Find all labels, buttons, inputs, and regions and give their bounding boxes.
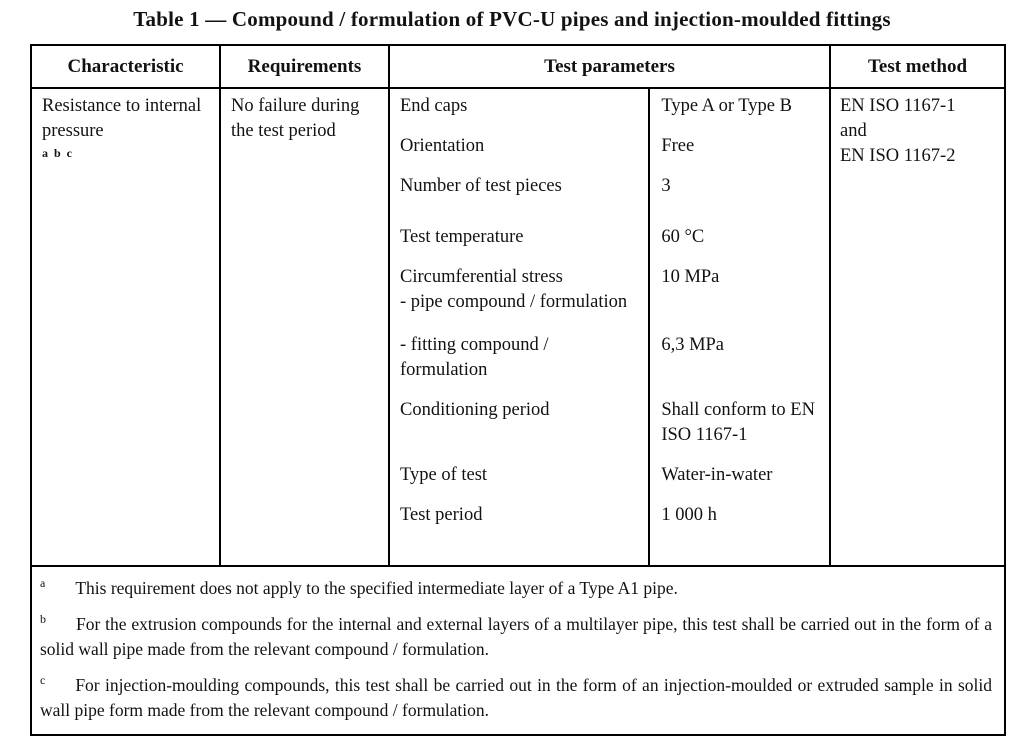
param-label: Test temperature: [390, 225, 651, 265]
footnote-text: For injection-moulding compounds, this t…: [40, 674, 992, 721]
header-characteristic: Characteristic: [30, 44, 221, 89]
param-label: Test period: [390, 503, 651, 543]
param-row: Orientation Free: [390, 134, 829, 174]
param-value: Free: [661, 136, 695, 156]
characteristic-text: Resistance to internal pressure: [42, 96, 202, 141]
footnote: c For injection-moulding compounds, this …: [40, 673, 992, 724]
param-value-filler: [650, 543, 829, 565]
param-label: Number of test pieces: [390, 174, 651, 225]
characteristic-cell: Resistance to internal pressure a b c: [30, 87, 221, 567]
test-method-cell: EN ISO 1167-1 and EN ISO 1167-2: [829, 87, 1006, 567]
param-value: 1 000 h: [661, 505, 717, 525]
param-value: Shall conform to EN ISO 1167-1: [661, 400, 815, 445]
param-value: Type A or Type B: [661, 96, 792, 116]
table-title: Table 1 — Compound / formulation of PVC-…: [133, 7, 891, 31]
param-row: Type of test Water-in-water: [390, 463, 829, 503]
footnotes-row: a This requirement does not apply to the …: [30, 565, 1006, 736]
param-value: 3: [661, 176, 671, 196]
param-row-filler: [390, 543, 829, 565]
param-rows: End caps Type A or Type B Orientation Fr…: [390, 89, 829, 543]
characteristic-footnote-marks: a b c: [42, 146, 74, 160]
param-label-filler: [390, 543, 651, 565]
header-row: Characteristic Requirements Test paramet…: [30, 44, 1006, 89]
document-page: Table 1 — Compound / formulation of PVC-…: [30, 7, 1006, 736]
param-value: Water-in-water: [661, 465, 773, 485]
param-label: End caps: [390, 89, 651, 134]
footnote-marker: a: [40, 576, 46, 591]
param-label: Conditioning period: [390, 398, 651, 463]
test-parameters-cell: End caps Type A or Type B Orientation Fr…: [388, 87, 831, 567]
footnote-marker: b: [40, 611, 46, 626]
param-label: - fitting compound / formulation: [390, 333, 651, 398]
param-row: Circumferential stress - pipe compound /…: [390, 265, 829, 333]
param-label: Circumferential stress - pipe compound /…: [390, 265, 651, 333]
param-label: Type of test: [390, 463, 651, 503]
header-test-parameters: Test parameters: [388, 44, 831, 89]
footnote-text: For the extrusion compounds for the inte…: [40, 613, 992, 660]
footnotes-cell: a This requirement does not apply to the …: [30, 565, 1006, 736]
header-test-method: Test method: [829, 44, 1006, 89]
data-row: Resistance to internal pressure a b c No…: [30, 87, 1006, 567]
param-row: - fitting compound / formulation 6,3 MPa: [390, 333, 829, 398]
test-parameters-list: End caps Type A or Type B Orientation Fr…: [390, 89, 829, 565]
param-row: Number of test pieces 3: [390, 174, 829, 225]
param-row: End caps Type A or Type B: [390, 89, 829, 134]
spec-table: Characteristic Requirements Test paramet…: [30, 44, 1006, 736]
param-row: Test temperature 60 °C: [390, 225, 829, 265]
param-value: 6,3 MPa: [661, 335, 725, 355]
footnote-text: This requirement does not apply to the s…: [75, 578, 678, 598]
param-label: Orientation: [390, 134, 651, 174]
param-value: 60 °C: [661, 227, 705, 247]
param-value: 10 MPa: [661, 267, 720, 287]
footnote-marker: c: [40, 672, 46, 687]
header-requirements: Requirements: [219, 44, 390, 89]
footnote: b For the extrusion compounds for the int…: [40, 612, 992, 663]
footnotes-list: a This requirement does not apply to the …: [40, 576, 992, 724]
requirements-cell: No failure during the test period: [219, 87, 390, 567]
param-row: Conditioning period Shall conform to EN …: [390, 398, 829, 463]
footnote: a This requirement does not apply to the …: [40, 576, 992, 602]
param-row: Test period 1 000 h: [390, 503, 829, 543]
